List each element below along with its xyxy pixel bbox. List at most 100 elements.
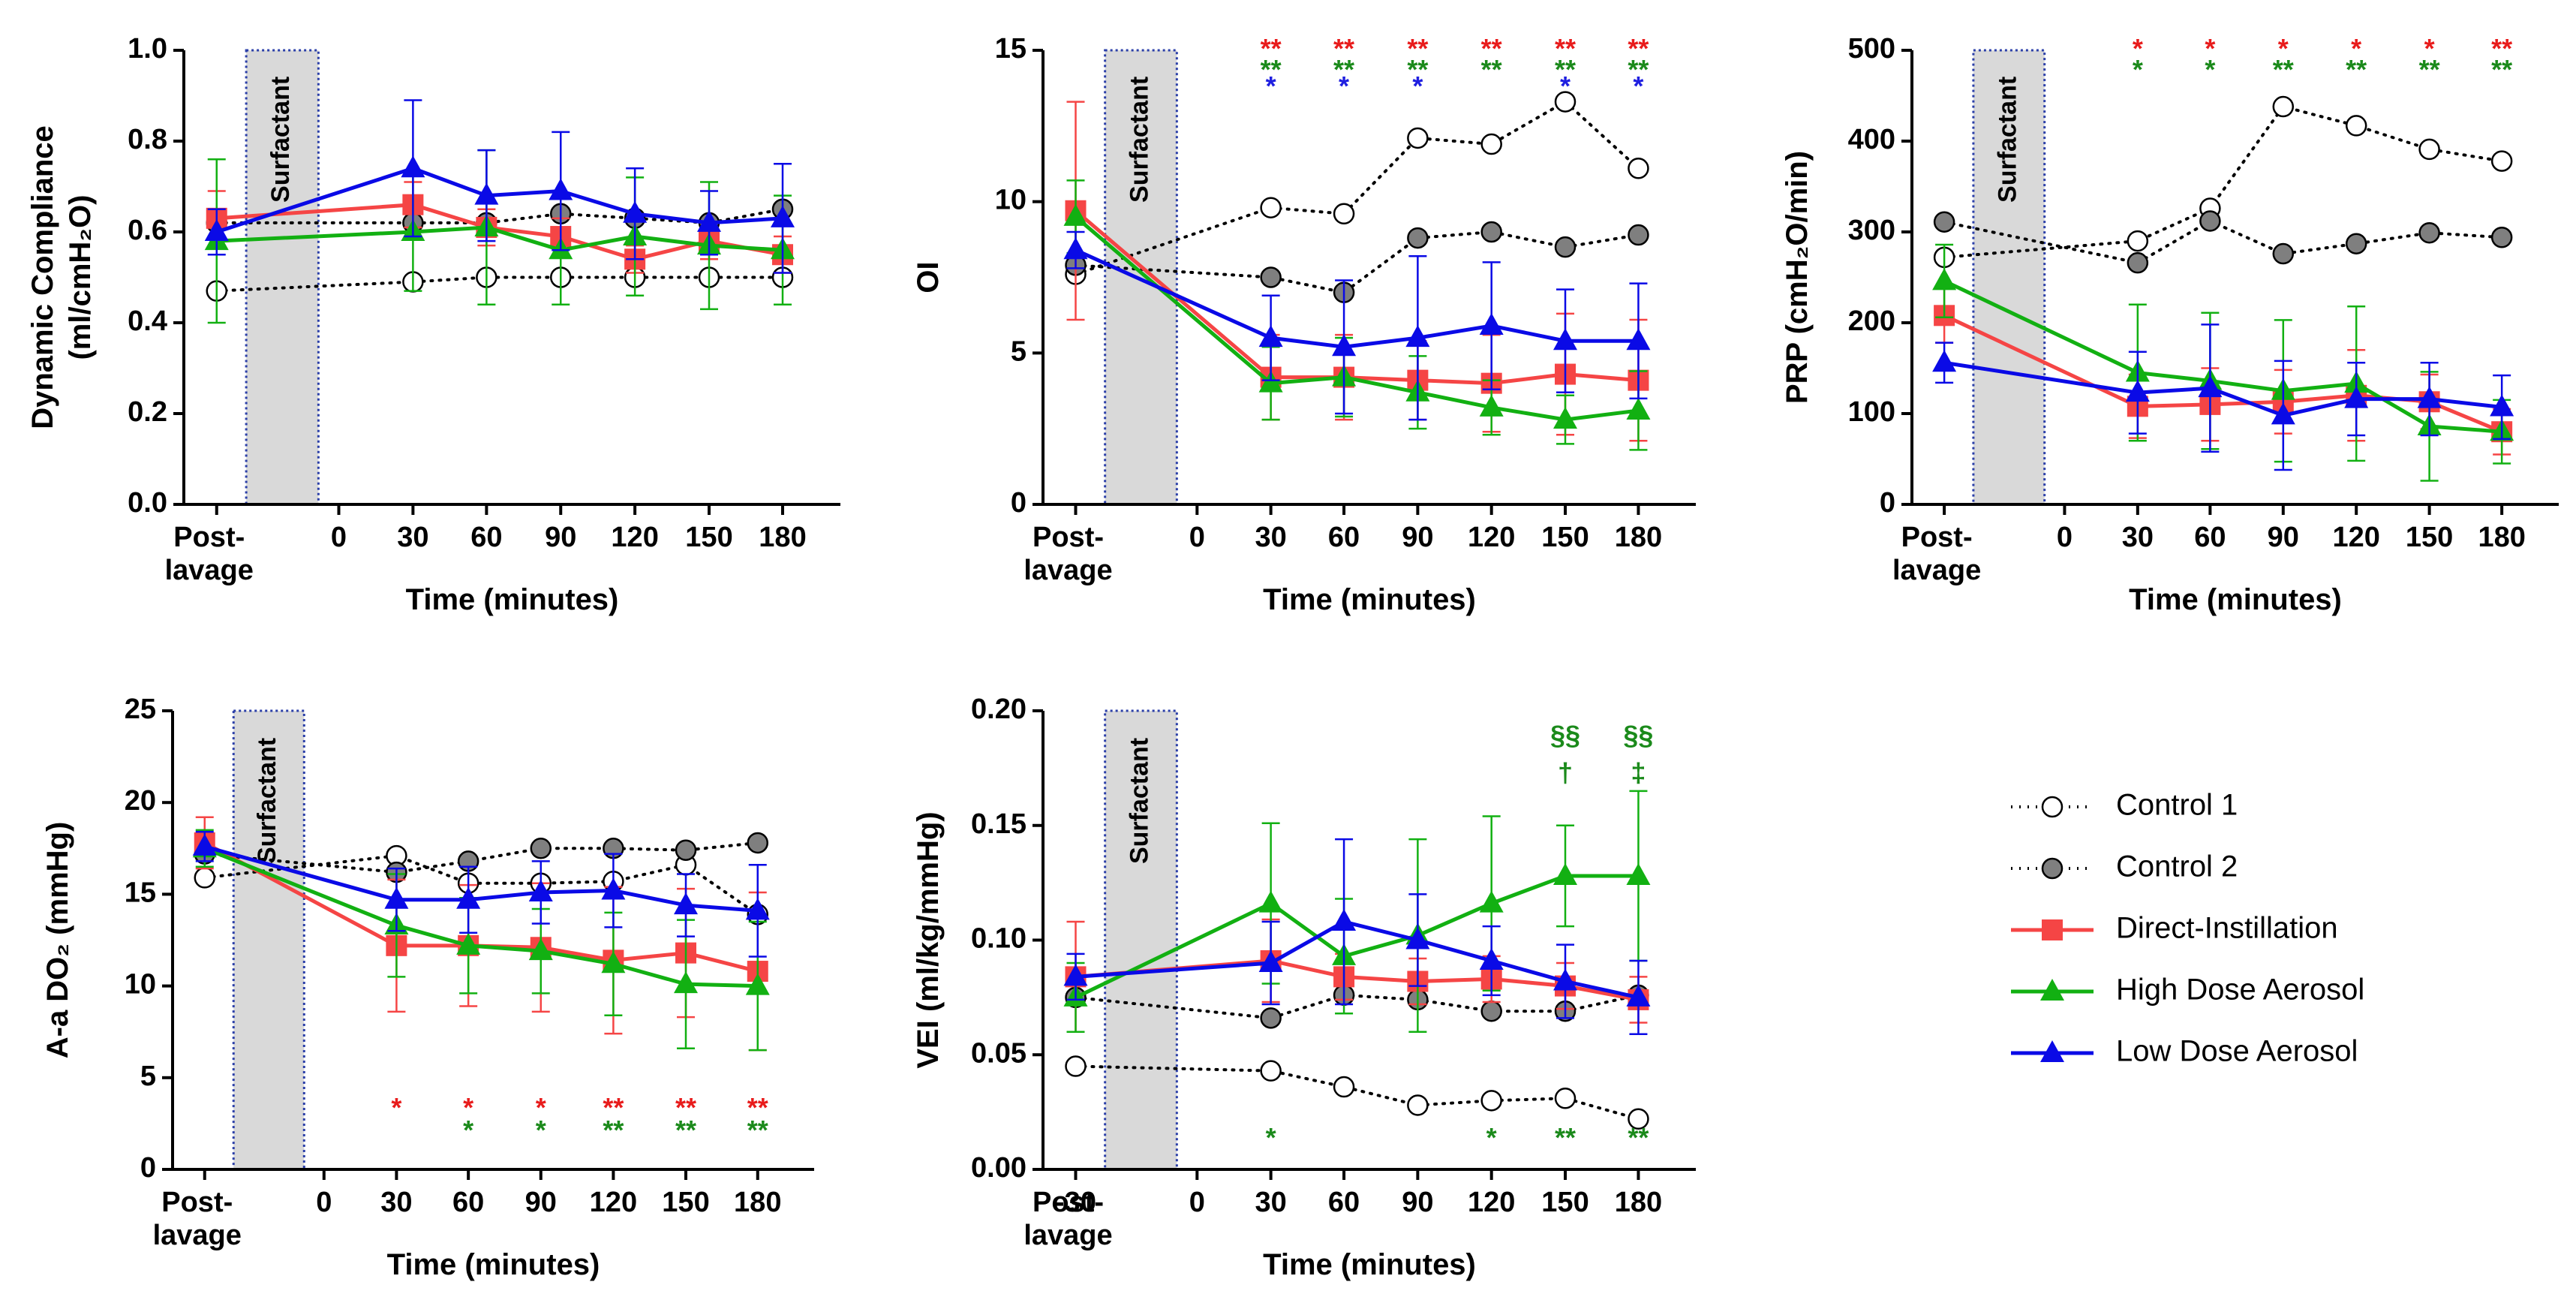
significance-marker: **	[2419, 54, 2440, 85]
significance-marker: **	[1261, 54, 1282, 85]
surfactant-label: Surfactant	[1993, 77, 2021, 203]
significance-marker: *	[1266, 1122, 1276, 1153]
data-point	[1553, 407, 1577, 429]
series-low	[192, 831, 770, 958]
x-tick-label: 0	[2057, 522, 2073, 553]
x-tick-label: 90	[2268, 522, 2299, 553]
significance-marker: **	[675, 1092, 696, 1123]
data-point	[623, 200, 648, 223]
y-tick-label: 25	[125, 694, 156, 725]
significance-annotation: §§	[1550, 720, 1580, 751]
data-point	[1932, 268, 1957, 290]
x-tick-label: 120	[611, 522, 658, 553]
data-point	[1063, 964, 1088, 986]
x-tick-label: 90	[525, 1187, 557, 1218]
data-point	[601, 951, 626, 974]
y-tick-label: 15	[995, 33, 1026, 65]
data-point	[1258, 325, 1283, 348]
surfactant-band	[1104, 49, 1178, 506]
data-point	[1553, 328, 1577, 351]
x-tick-label-lavage: lavage	[1023, 555, 1112, 586]
x-tick-label-lavage: lavage	[165, 555, 254, 586]
data-point	[1333, 203, 1355, 225]
legend-marker	[2040, 1040, 2064, 1062]
y-axis-title: A-a DO₂ (mmHg)	[41, 822, 74, 1059]
x-tick-label: 150	[2406, 522, 2453, 553]
significance-marker: **	[1628, 54, 1649, 85]
data-point	[1480, 1000, 1502, 1022]
data-point	[192, 833, 217, 856]
data-point	[1480, 221, 1502, 243]
data-point	[1065, 1055, 1087, 1077]
data-point	[2418, 138, 2440, 161]
chart-compliance: Surfactant 0.0 0.2 0.4 0.6 0.8 1.0 Post-lavage 0…	[26, 33, 840, 616]
data-point	[528, 879, 553, 901]
x-tick-label: 90	[1402, 1187, 1433, 1218]
y-tick-label: 5	[1011, 336, 1026, 367]
significance-marker: *	[2133, 54, 2143, 85]
x-tick-label: 180	[1615, 522, 1662, 553]
significance-marker: *	[1412, 71, 1423, 101]
x-tick-label: 180	[759, 522, 806, 553]
chart-aado2: Surfactant 0 5 10 15 20 25 Post-lavage 0 30 60 90 12…	[41, 694, 814, 1281]
data-point	[1405, 927, 1430, 949]
data-point	[1553, 862, 1577, 885]
x-tick-label: 30	[2122, 522, 2154, 553]
data-point	[1933, 211, 1955, 233]
series-high	[192, 829, 770, 1052]
series-low	[1063, 230, 1651, 421]
data-point	[1260, 197, 1282, 218]
data-point	[1332, 909, 1357, 931]
y-axis-title: OI	[912, 261, 945, 293]
significance-marker: *	[2351, 33, 2361, 64]
surfactant-band	[245, 49, 320, 506]
data-point	[1063, 203, 1088, 226]
data-point	[674, 892, 698, 915]
data-point	[1407, 227, 1429, 249]
legend-item-control2: Control 2	[2011, 850, 2238, 883]
x-tick-label: 0	[1189, 522, 1205, 553]
data-point	[2272, 95, 2295, 118]
y-axis-title: (ml/cmH₂O)	[64, 194, 97, 360]
significance-marker: **	[2491, 33, 2512, 64]
chart-prp: Surfactant 0 100 200 300 400 500 Post-lavage 0 30…	[1781, 33, 2559, 616]
x-tick-label: 150	[685, 522, 732, 553]
data-point	[1407, 127, 1429, 149]
y-tick-label: 0.15	[971, 808, 1026, 840]
significance-marker: **	[1481, 33, 1502, 64]
data-point	[747, 832, 769, 854]
data-point	[528, 938, 553, 961]
x-axis-title: Time (minutes)	[387, 1248, 600, 1281]
data-point	[1554, 236, 1577, 258]
data-point	[1479, 947, 1504, 970]
surfactant-label: Surfactant	[253, 738, 281, 864]
y-tick-label: 0.20	[971, 694, 1026, 725]
data-point	[771, 205, 795, 227]
data-point	[1554, 1088, 1577, 1109]
data-point	[1063, 237, 1088, 260]
x-tick-label-post: Post-	[161, 1187, 233, 1218]
significance-marker: **	[1261, 33, 1282, 64]
data-point	[1479, 313, 1504, 336]
legend-label: Low Dose Aerosol	[2116, 1035, 2358, 1068]
significance-marker: **	[675, 1115, 696, 1145]
x-tick-label: 30	[397, 522, 428, 553]
data-point	[2198, 375, 2223, 398]
data-point	[1407, 1094, 1429, 1116]
legend-marker	[2042, 919, 2063, 940]
data-point	[1553, 968, 1577, 991]
x-tick-label: 90	[1402, 522, 1433, 553]
significance-marker: *	[2133, 33, 2143, 64]
y-tick-label: 0	[140, 1152, 156, 1184]
significance-annotation: §§	[1623, 720, 1653, 751]
y-tick-label: 400	[1848, 124, 1895, 155]
data-point	[1626, 328, 1651, 351]
x-tick-label: 150	[1541, 1187, 1589, 1218]
data-point	[2345, 233, 2367, 254]
x-tick-label: 0	[1189, 1187, 1205, 1218]
data-point	[1628, 1108, 1649, 1130]
significance-marker: *	[391, 1092, 401, 1123]
significance-marker: **	[2273, 54, 2294, 85]
series-low	[204, 99, 795, 274]
data-point	[1258, 890, 1283, 913]
